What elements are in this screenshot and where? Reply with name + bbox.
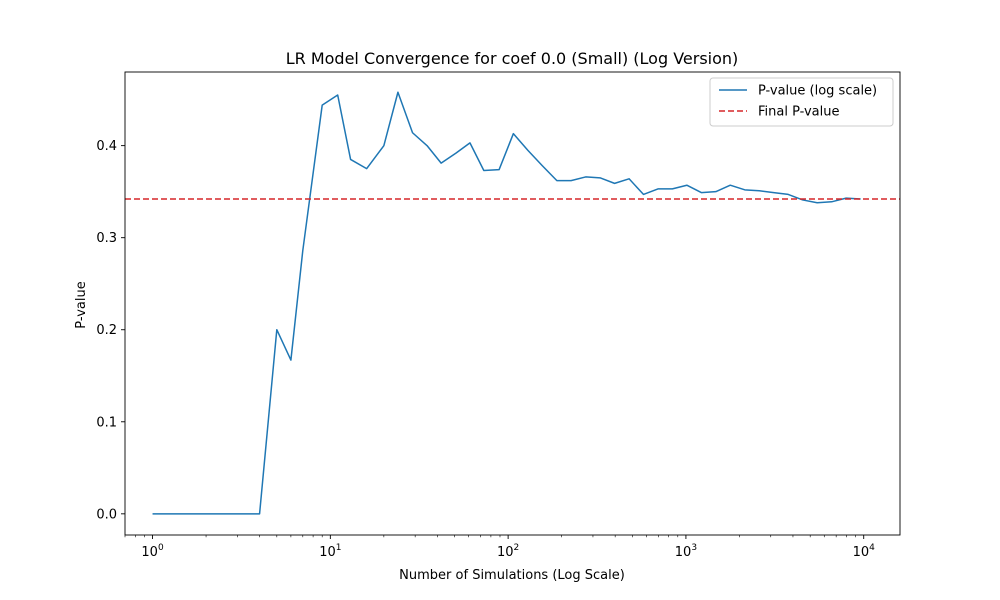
legend-label: Final P-value [758, 105, 840, 120]
y-tick-label: 0.2 [96, 323, 117, 338]
y-tick-label: 0.0 [96, 507, 117, 522]
x-tick-label-exponent: 1 [336, 543, 342, 553]
x-tick-label-exponent: 4 [869, 543, 875, 553]
chart-title: LR Model Convergence for coef 0.0 (Small… [286, 49, 739, 68]
x-tick-label: 104 [853, 543, 876, 560]
x-tick-label: 103 [675, 543, 697, 560]
x-tick-label: 100 [141, 543, 164, 560]
x-tick-label-exponent: 0 [158, 543, 164, 553]
y-axis-label: P-value [74, 281, 89, 328]
legend-box [709, 77, 894, 127]
p-value-line [152, 91, 861, 515]
x-tick-label-exponent: 3 [691, 543, 697, 553]
x-tick-label-base: 10 [319, 545, 336, 560]
y-tick-label: 0.3 [96, 231, 117, 246]
legend: P-value (log scale) Final P-value [709, 77, 894, 127]
axes-frame [124, 71, 901, 536]
x-tick-label: 101 [319, 543, 341, 560]
x-tick-label-base: 10 [141, 545, 158, 560]
x-axis-label: Number of Simulations (Log Scale) [399, 568, 625, 583]
x-tick-label-base: 10 [853, 545, 870, 560]
y-tick-label: 0.4 [96, 139, 117, 154]
x-tick-label-base: 10 [497, 545, 514, 560]
x-tick-label-exponent: 2 [514, 543, 520, 553]
x-tick-label: 102 [497, 543, 519, 560]
legend-label: P-value (log scale) [758, 84, 877, 99]
y-tick-label: 0.1 [96, 415, 117, 430]
x-tick-label-base: 10 [675, 545, 692, 560]
